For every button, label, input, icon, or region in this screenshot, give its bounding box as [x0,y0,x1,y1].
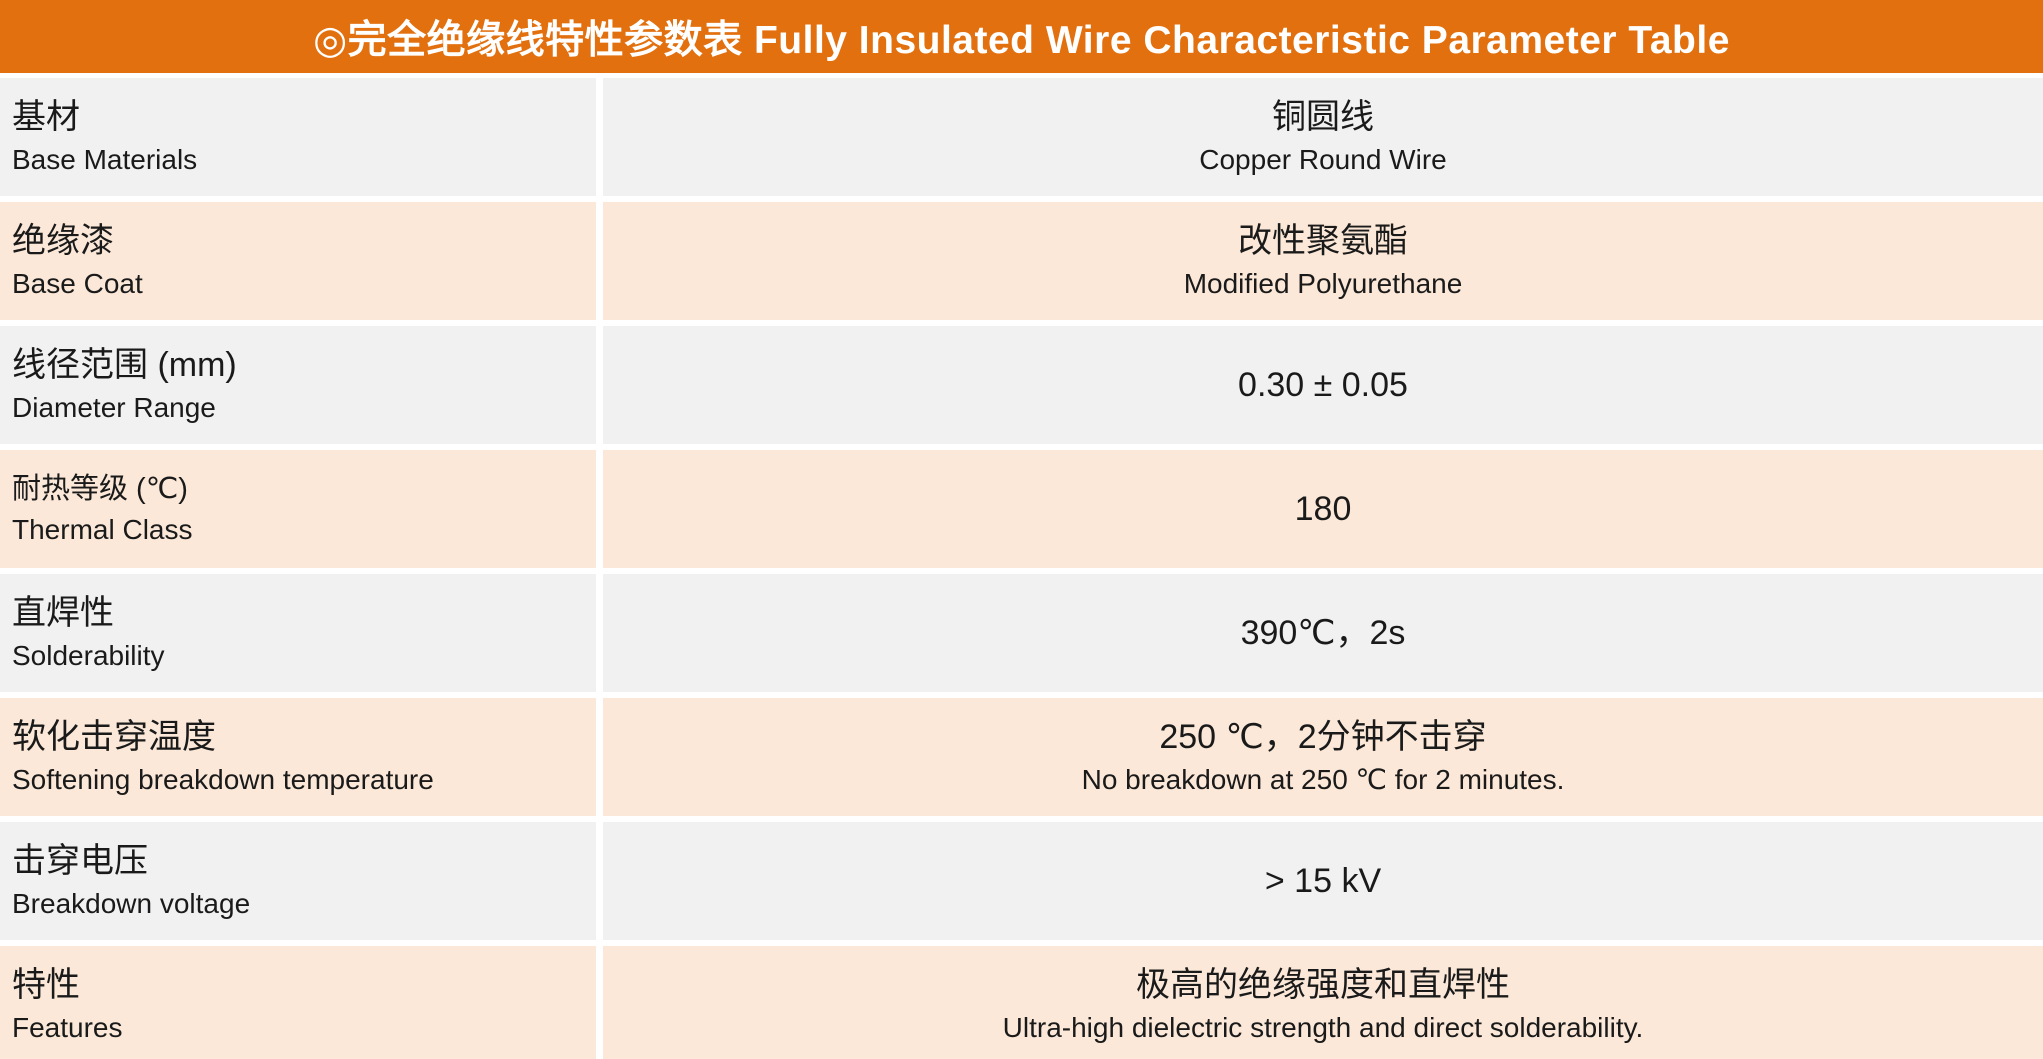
row-label-zh: 直焊性 [12,594,114,632]
row-value-cell: > 15 kV [603,822,2043,940]
table-row-softening-breakdown-temperature: 软化击穿温度 Softening breakdown temperature 2… [0,698,2043,816]
row-value-cell: 390℃，2s [603,574,2043,692]
row-label-zh: 线径范围 (mm) [12,346,237,384]
row-label-en: Base Materials [12,144,198,175]
row-label-en: Solderability [12,640,165,671]
row-label-en: Base Coat [12,268,143,299]
row-value-cell: 铜圆线 Copper Round Wire [603,78,2043,196]
row-value-zh: 390℃，2s [1240,614,1406,652]
row-value-zh: 铜圆线 [1272,98,1374,136]
row-label-en: Diameter Range [12,392,216,423]
row-value-cell: 250 ℃，2分钟不击穿 No breakdown at 250 ℃ for 2… [603,698,2043,816]
row-value-zh: 改性聚氨酯 [1238,222,1408,260]
row-value-cell: 180 [603,450,2043,568]
row-label-zh: 绝缘漆 [12,222,114,260]
row-value-zh: 250 ℃，2分钟不击穿 [1159,718,1487,756]
row-label-zh: 击穿电压 [12,842,148,880]
table-title: ◎完全绝缘线特性参数表 Fully Insulated Wire Charact… [0,0,2043,73]
row-label-en: Thermal Class [12,514,193,545]
table-row-thermal-class: 耐热等级 (℃) Thermal Class 180 [0,450,2043,568]
row-label-en: Breakdown voltage [12,888,251,919]
row-label-cell: 基材 Base Materials [0,78,596,196]
row-label-cell: 绝缘漆 Base Coat [0,202,596,320]
row-value-en: Modified Polyurethane [1183,268,1463,299]
row-value-en: No breakdown at 250 ℃ for 2 minutes. [1081,764,1565,795]
row-value-cell: 极高的绝缘强度和直焊性 Ultra-high dielectric streng… [603,946,2043,1059]
row-value-en: Copper Round Wire [1199,144,1447,175]
table-row-diameter-range: 线径范围 (mm) Diameter Range 0.30 ± 0.05 [0,326,2043,444]
row-value-zh: > 15 kV [1264,862,1382,900]
table-row-base-coat: 绝缘漆 Base Coat 改性聚氨酯 Modified Polyurethan… [0,202,2043,320]
row-label-cell: 击穿电压 Breakdown voltage [0,822,596,940]
row-value-cell: 改性聚氨酯 Modified Polyurethane [603,202,2043,320]
row-value-cell: 0.30 ± 0.05 [603,326,2043,444]
row-value-zh: 极高的绝缘强度和直焊性 [1136,966,1510,1004]
row-label-zh: 耐热等级 (℃) [12,473,188,505]
table-row-base-materials: 基材 Base Materials 铜圆线 Copper Round Wire [0,78,2043,196]
row-label-en: Softening breakdown temperature [12,764,434,795]
row-value-zh: 180 [1294,490,1352,528]
row-label-cell: 特性 Features [0,946,596,1059]
table-row-breakdown-voltage: 击穿电压 Breakdown voltage > 15 kV [0,822,2043,940]
row-value-zh: 0.30 ± 0.05 [1238,366,1408,404]
row-label-cell: 软化击穿温度 Softening breakdown temperature [0,698,596,816]
table-row-solderability: 直焊性 Solderability 390℃，2s [0,574,2043,692]
row-value-en: Ultra-high dielectric strength and direc… [1002,1012,1644,1043]
table-row-features: 特性 Features 极高的绝缘强度和直焊性 Ultra-high diele… [0,946,2043,1059]
row-label-cell: 直焊性 Solderability [0,574,596,692]
row-label-cell: 线径范围 (mm) Diameter Range [0,326,596,444]
row-label-cell: 耐热等级 (℃) Thermal Class [0,450,596,568]
row-label-zh: 特性 [12,966,80,1004]
row-label-zh: 基材 [12,98,80,136]
row-label-zh: 软化击穿温度 [12,718,216,756]
row-label-en: Features [12,1012,123,1043]
